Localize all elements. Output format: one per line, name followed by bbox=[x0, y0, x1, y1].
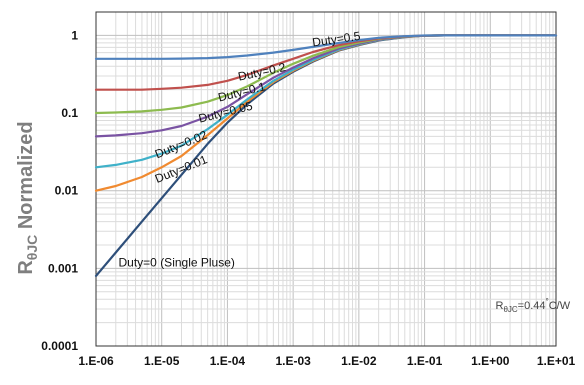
y-axis-label-rest: Normalized bbox=[15, 121, 37, 234]
x-tick-label: 1.E-05 bbox=[144, 354, 180, 368]
y-tick-label: 0.01 bbox=[55, 184, 79, 198]
note-unit: C/W bbox=[549, 300, 571, 312]
note-degree: ° bbox=[546, 297, 549, 306]
curve-label: Duty=0.5 bbox=[311, 29, 361, 50]
y-tick-labels: 0.0001 0.001 0.01 0.1 1 bbox=[41, 28, 78, 353]
x-tick-label: 1.E-01 bbox=[407, 354, 443, 368]
x-tick-label: 1.E-02 bbox=[341, 354, 377, 368]
grid bbox=[95, 11, 556, 347]
series-line-6 bbox=[94, 34, 558, 60]
y-axis-label: RθJC Normalized bbox=[15, 121, 40, 274]
x-tick-label: 1.E+00 bbox=[471, 354, 510, 368]
thermal-resistance-note: RθJC=0.44°C/W bbox=[495, 297, 570, 314]
series-group bbox=[94, 34, 558, 277]
y-tick-label: 0.001 bbox=[48, 261, 78, 275]
y-tick-label: 0.1 bbox=[61, 106, 78, 120]
plot-frame bbox=[95, 11, 557, 347]
note-sub: θJC bbox=[503, 305, 517, 314]
y-tick-label: 1 bbox=[71, 28, 78, 42]
y-axis-label-sub: θJC bbox=[24, 235, 40, 260]
note-main: R bbox=[495, 300, 503, 312]
x-tick-labels: 1.E-06 1.E-05 1.E-04 1.E-03 1.E-02 1.E-01 1.E+… bbox=[78, 354, 575, 368]
y-tick-label: 0.0001 bbox=[41, 339, 78, 353]
note-value: =0.44 bbox=[518, 300, 546, 312]
x-tick-label: 1.E+01 bbox=[537, 354, 576, 368]
x-tick-label: 1.E-03 bbox=[275, 354, 311, 368]
x-tick-label: 1.E-06 bbox=[78, 354, 114, 368]
curve-label: Duty=0 (Single Pluse) bbox=[119, 256, 235, 270]
x-tick-label: 1.E-04 bbox=[210, 354, 246, 368]
y-axis-label-main: R bbox=[15, 260, 37, 275]
